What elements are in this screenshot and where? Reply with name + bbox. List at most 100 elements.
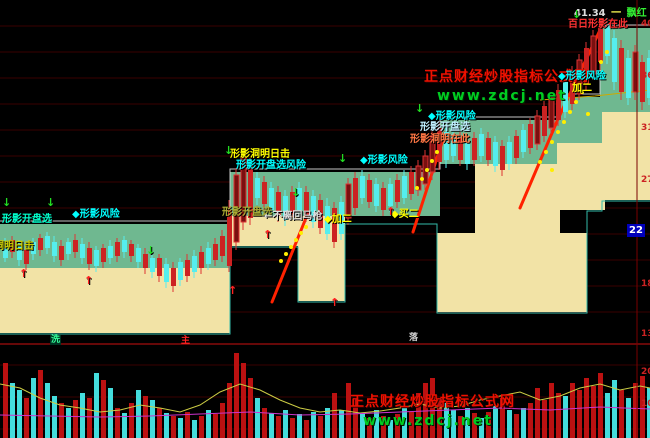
candle-body [374,184,379,206]
candle-body [381,188,386,210]
volume-bar [437,398,442,438]
candle-body [395,180,400,202]
volume-bar [451,410,456,438]
candle-body [136,248,141,262]
candle-body [220,236,225,256]
sell-signal-arrow-icon: ↓ [291,186,301,199]
volume-bar [528,403,533,438]
candle-body [108,246,113,258]
candle-body [10,240,15,252]
volume-bar [227,383,232,438]
price-axis-tick: 27 [641,175,650,185]
candle-body [465,142,470,164]
peak-price-label: 41.34 一 飘红 [574,4,649,19]
volume-bar [290,418,295,438]
candle-body [570,72,575,104]
divider-marker-glyph: 落 [409,333,419,343]
psy-dot [304,225,308,229]
yellow-band-step [475,164,560,234]
psy-dot [544,150,548,154]
annotation-text: 加二 [572,83,592,94]
sell-signal-arrow-icon: ↓ [224,144,234,157]
candle-body [576,59,583,95]
volume-bar [297,414,302,438]
candle-body [626,58,631,98]
volume-bar [108,388,113,438]
volume-bar [262,408,267,438]
volume-bar [185,412,190,438]
candle-body [619,48,624,92]
yellow-band-step [557,143,605,210]
volume-bar [73,400,78,438]
volume-bar [66,408,71,438]
candle-body [150,258,155,272]
candle-body [339,202,344,234]
volume-bar [360,413,365,438]
psy-dot [420,177,424,181]
volume-bar [192,420,197,438]
annotation-text: 形影洞明日击 [230,149,290,160]
candle-body [297,188,302,210]
candle-body [248,165,253,218]
candle-body [542,106,547,136]
volume-bar [353,398,358,438]
psy-dot [574,100,578,104]
candle-body [444,132,449,160]
candle-body [528,124,533,148]
volume-bar [311,412,316,438]
volume-bar [556,393,561,438]
volume-bar [234,353,239,438]
psy-dot [294,238,298,242]
peak-price-value: 41.34 [574,8,606,19]
candle-body [73,240,78,252]
candle-body [493,142,498,166]
volume-bar [479,418,484,438]
candle-body [276,192,281,216]
current-price-tag[interactable]: 22 [627,224,645,237]
price-axis-tick: 13 [641,329,650,339]
candle-body [563,82,568,112]
volume-bar [24,398,29,438]
volume-bar [94,373,99,438]
volume-bar [241,363,246,438]
candle-body [290,192,295,214]
candle-body [240,157,247,223]
volume-bar [619,390,624,438]
candle-body [353,178,358,208]
candle-body [3,242,8,258]
candle-body [345,183,352,219]
annotation-text: ◆买二 [391,209,419,220]
candle-body [283,196,288,220]
volume-bar [283,410,288,438]
divider-marker-glyph: 洗 [50,335,62,345]
volume-bar [416,393,421,438]
candle-body [233,174,240,243]
trend-line [270,211,310,304]
peak-price-tag: 飘红 [626,8,647,19]
volume-bar [570,383,575,438]
volume-bar [444,403,449,438]
candle-body [402,176,407,198]
candle-body [143,254,148,268]
psy-dot [279,259,283,263]
divider-marker-glyph: 主 [181,336,191,346]
annotation-text: ◆加二 [324,214,352,225]
candle-body [521,130,526,152]
candle-body [388,184,393,206]
volume-ma-yellow [0,383,650,414]
volume-bar [612,380,617,438]
annotation-text: 形影开盘选风险 [236,160,306,171]
candle-body [164,264,169,282]
candle-body [94,250,99,266]
candle-body [451,134,456,156]
candle-body [52,242,57,256]
volume-bar [213,414,218,438]
yellow-band-step [0,268,230,333]
volume-bar [332,393,337,438]
candle-body [548,97,555,129]
candle-body [605,24,610,56]
candle-body [206,248,211,264]
sell-signal-arrow-icon: ↓ [2,196,12,209]
